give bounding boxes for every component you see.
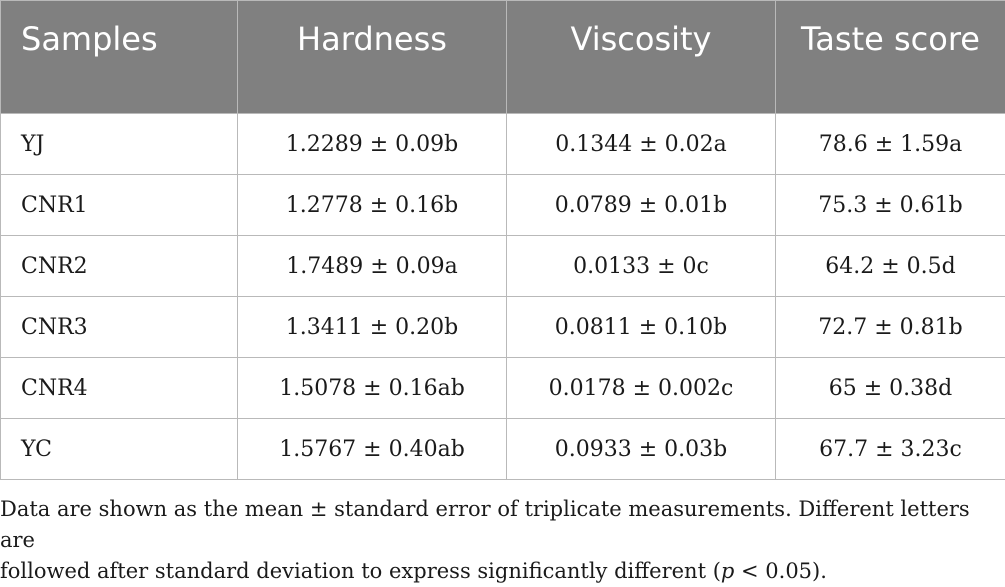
- footnote-p-symbol: p: [721, 559, 734, 583]
- cell-sample: YC: [1, 419, 238, 480]
- cell-viscosity: 0.1344 ± 0.02a: [507, 114, 776, 175]
- cell-viscosity: 0.0811 ± 0.10b: [507, 297, 776, 358]
- footnote-line-1: Data are shown as the mean ± standard er…: [0, 494, 1005, 556]
- cell-viscosity: 0.0178 ± 0.002c: [507, 358, 776, 419]
- cell-sample: CNR1: [1, 175, 238, 236]
- cell-taste: 75.3 ± 0.61b: [776, 175, 1005, 236]
- cell-hardness: 1.2778 ± 0.16b: [238, 175, 507, 236]
- header-row: Samples Hardness Viscosity Taste score: [1, 1, 1005, 114]
- cell-taste: 67.7 ± 3.23c: [776, 419, 1005, 480]
- cell-hardness: 1.3411 ± 0.20b: [238, 297, 507, 358]
- cell-viscosity: 0.0933 ± 0.03b: [507, 419, 776, 480]
- cell-viscosity: 0.0789 ± 0.01b: [507, 175, 776, 236]
- header-samples: Samples: [1, 1, 238, 114]
- cell-taste: 64.2 ± 0.5d: [776, 236, 1005, 297]
- cell-viscosity: 0.0133 ± 0c: [507, 236, 776, 297]
- table-row: CNR2 1.7489 ± 0.09a 0.0133 ± 0c 64.2 ± 0…: [1, 236, 1005, 297]
- results-table: Samples Hardness Viscosity Taste score Y…: [0, 0, 1005, 480]
- table-row: CNR4 1.5078 ± 0.16ab 0.0178 ± 0.002c 65 …: [1, 358, 1005, 419]
- footnote-line-2-text: followed after standard deviation to exp…: [0, 559, 721, 583]
- cell-hardness: 1.7489 ± 0.09a: [238, 236, 507, 297]
- cell-sample: CNR3: [1, 297, 238, 358]
- cell-hardness: 1.5767 ± 0.40ab: [238, 419, 507, 480]
- table-row: CNR3 1.3411 ± 0.20b 0.0811 ± 0.10b 72.7 …: [1, 297, 1005, 358]
- table-row: YC 1.5767 ± 0.40ab 0.0933 ± 0.03b 67.7 ±…: [1, 419, 1005, 480]
- cell-taste: 72.7 ± 0.81b: [776, 297, 1005, 358]
- footnote-line-2-end: < 0.05).: [734, 559, 827, 583]
- table-body: YJ 1.2289 ± 0.09b 0.1344 ± 0.02a 78.6 ± …: [1, 114, 1005, 480]
- cell-taste: 78.6 ± 1.59a: [776, 114, 1005, 175]
- table-footnote: Data are shown as the mean ± standard er…: [0, 494, 1005, 587]
- data-table-container: Samples Hardness Viscosity Taste score Y…: [0, 0, 1005, 480]
- table-row: YJ 1.2289 ± 0.09b 0.1344 ± 0.02a 78.6 ± …: [1, 114, 1005, 175]
- table-header: Samples Hardness Viscosity Taste score: [1, 1, 1005, 114]
- cell-sample: YJ: [1, 114, 238, 175]
- cell-sample: CNR4: [1, 358, 238, 419]
- cell-hardness: 1.5078 ± 0.16ab: [238, 358, 507, 419]
- table-row: CNR1 1.2778 ± 0.16b 0.0789 ± 0.01b 75.3 …: [1, 175, 1005, 236]
- cell-taste: 65 ± 0.38d: [776, 358, 1005, 419]
- cell-sample: CNR2: [1, 236, 238, 297]
- header-viscosity: Viscosity: [507, 1, 776, 114]
- cell-hardness: 1.2289 ± 0.09b: [238, 114, 507, 175]
- header-taste-score: Taste score: [776, 1, 1005, 114]
- header-hardness: Hardness: [238, 1, 507, 114]
